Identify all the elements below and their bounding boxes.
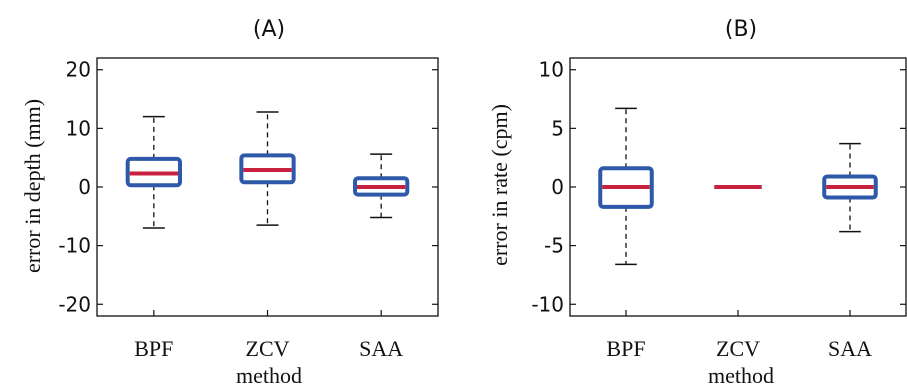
y-tick-label: 0 xyxy=(551,175,564,199)
chart-title: (A) xyxy=(253,17,285,42)
box-saa xyxy=(822,142,878,233)
plot-area: -20 -10 0 10 20 BPF ZCV SAA xyxy=(58,57,439,361)
x-tick-label: BPF xyxy=(606,336,645,361)
y-tick-label: 10 xyxy=(539,58,564,82)
x-tick-label: SAA xyxy=(828,336,872,361)
y-axis-label: error in depth (mm) xyxy=(20,99,45,273)
box-bpf xyxy=(125,115,182,229)
x-axis-label: method xyxy=(708,363,774,388)
x-tick-label: SAA xyxy=(359,336,403,361)
y-tick-label: -5 xyxy=(544,234,564,258)
y-tick-label: -10 xyxy=(531,292,564,316)
x-axis-label: method xyxy=(236,363,302,388)
plot-area: -10 -5 0 5 10 BPF ZCV SAA xyxy=(531,57,907,361)
x-tick-label: ZCV xyxy=(716,336,760,361)
panel-b: (B) error in rate (cpm) method -10 -5 0 5 10… xyxy=(487,17,907,388)
x-tick-label: ZCV xyxy=(246,336,290,361)
y-tick-label: 10 xyxy=(66,116,91,140)
y-tick-label: 5 xyxy=(551,116,564,140)
box-bpf xyxy=(598,107,654,266)
y-tick-label: 20 xyxy=(66,58,91,82)
box-saa xyxy=(353,153,410,219)
y-axis-label: error in rate (cpm) xyxy=(487,104,512,266)
y-tick-label: -20 xyxy=(58,292,91,316)
chart-title: (B) xyxy=(725,17,757,42)
y-tick-label: 0 xyxy=(78,175,91,199)
panel-a: (A) error in depth (mm) method -20 -10 0 10… xyxy=(20,17,439,388)
y-tick-label: -10 xyxy=(58,234,91,258)
box-zcv xyxy=(239,111,296,226)
x-tick-label: BPF xyxy=(134,336,173,361)
